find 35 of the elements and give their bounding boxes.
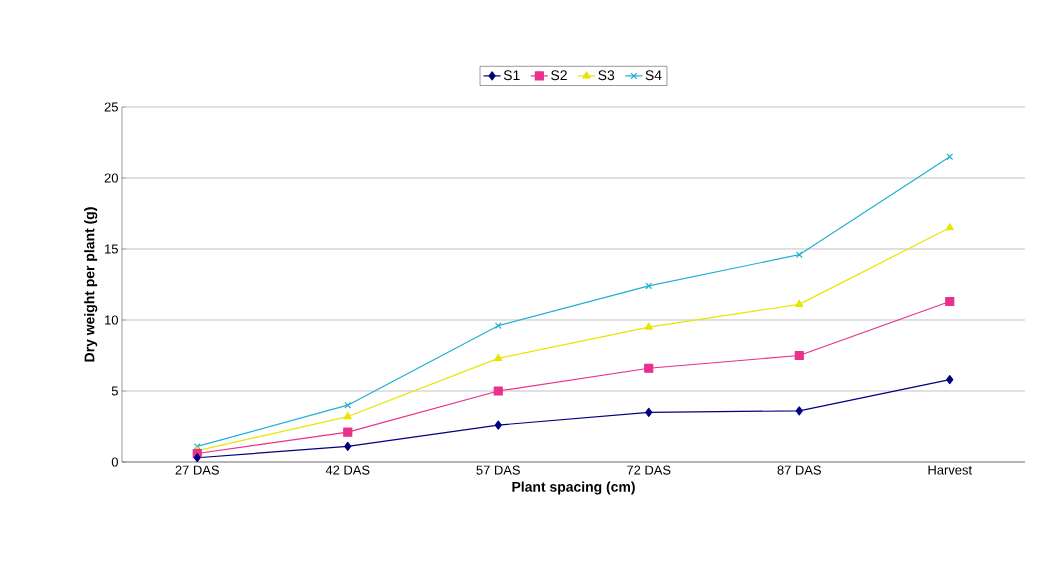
point	[343, 411, 352, 420]
x-tick-label: 57 DAS	[476, 465, 520, 475]
y-tick-label: 5	[111, 386, 118, 396]
x-tick-label: 27 DAS	[175, 465, 219, 475]
x-axis-title: Plant spacing (cm)	[512, 481, 635, 495]
y-tick-label: 0	[111, 457, 118, 467]
point	[193, 453, 201, 463]
point	[645, 407, 653, 417]
point	[945, 223, 954, 231]
point	[493, 386, 503, 396]
y-axis-title: Dry weight per plant (g)	[84, 207, 98, 362]
point	[644, 363, 654, 373]
legend-label: S3	[598, 70, 615, 81]
point	[494, 353, 503, 361]
point	[494, 420, 502, 430]
point	[343, 427, 353, 437]
y-tick-label: 10	[105, 315, 118, 325]
x-tick-label: 72 DAS	[627, 465, 671, 475]
x-tick-label: 42 DAS	[325, 465, 370, 475]
y-tick-label: 25	[104, 102, 118, 112]
y-tick-label: 15	[105, 244, 118, 254]
legend-label: S4	[645, 70, 662, 81]
point	[344, 441, 352, 451]
point	[645, 282, 653, 290]
point	[644, 322, 653, 330]
point	[795, 299, 804, 307]
legend-label: S1	[503, 70, 520, 81]
y-tick-label: 20	[104, 173, 118, 183]
point	[945, 296, 955, 307]
x-tick-label: 87 DAS	[777, 465, 821, 475]
point	[946, 375, 954, 385]
x-tick-label: Harvest	[928, 465, 972, 475]
point	[795, 406, 803, 416]
legend-label: S2	[551, 70, 567, 81]
point	[794, 350, 804, 361]
